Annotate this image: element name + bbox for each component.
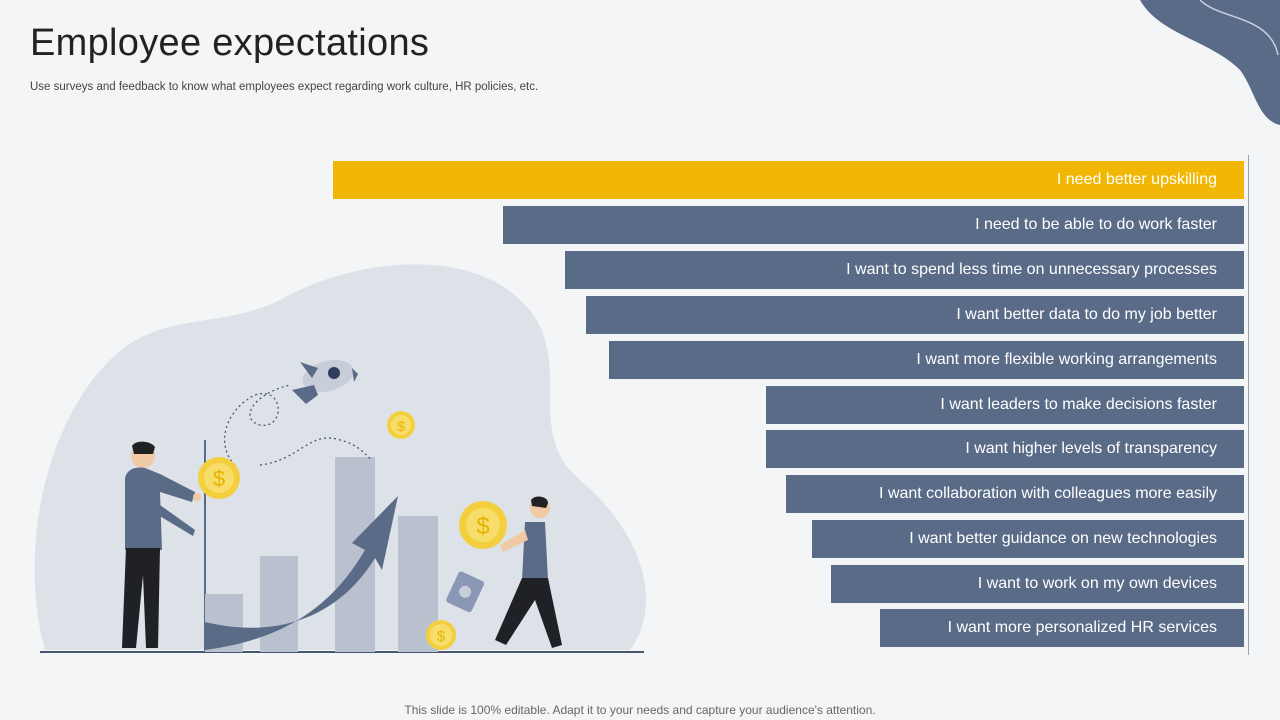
expectation-bar-5: I want more flexible working arrangement… xyxy=(609,341,1244,379)
expectation-label: I want to work on my own devices xyxy=(977,575,1217,592)
expectation-bar-9: I want better guidance on new technologi… xyxy=(812,520,1244,558)
page-subtitle: Use surveys and feedback to know what em… xyxy=(30,81,539,93)
banknote-icon xyxy=(446,571,485,613)
expectation-bar-6: I want leaders to make decisions faster xyxy=(766,386,1244,424)
expectation-bar-3: I want to spend less time on unnecessary… xyxy=(565,251,1244,289)
coin-icon: $ xyxy=(387,411,415,439)
person-left-icon xyxy=(122,441,201,648)
growth-arrow xyxy=(205,496,398,650)
expectation-bar-11: I want more personalized HR services xyxy=(880,609,1244,647)
expectation-label: I want more flexible working arrangement… xyxy=(916,351,1217,368)
footer-note: This slide is 100% editable. Adapt it to… xyxy=(404,703,876,717)
coin-icon: $ xyxy=(459,501,507,549)
expectation-label: I want better guidance on new technologi… xyxy=(909,530,1217,547)
expectation-bar-1: I need better upskilling xyxy=(333,161,1244,199)
expectation-label: I want higher levels of transparency xyxy=(965,440,1217,457)
person-right-icon xyxy=(495,496,562,648)
expectation-bar-7: I want higher levels of transparency xyxy=(766,430,1244,468)
corner-decoration xyxy=(1140,0,1280,125)
rocket-icon xyxy=(292,360,358,404)
expectation-label: I want better data to do my job better xyxy=(956,306,1217,323)
expectation-bar-4: I want better data to do my job better xyxy=(586,296,1244,334)
expectation-label: I want collaboration with colleagues mor… xyxy=(879,485,1217,502)
expectation-label: I need better upskilling xyxy=(1056,171,1217,188)
expectation-label: I need to be able to do work faster xyxy=(975,216,1217,233)
svg-text:$: $ xyxy=(213,466,225,491)
expectation-label: I want to spend less time on unnecessary… xyxy=(846,261,1217,278)
svg-text:$: $ xyxy=(476,513,489,540)
bars-axis-line xyxy=(1248,155,1249,655)
page-title: Employee expectations xyxy=(30,22,430,64)
expectation-bar-2: I need to be able to do work faster xyxy=(503,206,1244,244)
growth-illustration: $ $ $ $ xyxy=(34,264,646,653)
expectation-bar-8: I want collaboration with colleagues mor… xyxy=(786,475,1244,513)
svg-text:$: $ xyxy=(437,628,446,645)
svg-text:$: $ xyxy=(397,418,405,434)
expectation-bar-10: I want to work on my own devices xyxy=(831,565,1244,603)
expectation-label: I want leaders to make decisions faster xyxy=(940,396,1217,413)
coin-icon: $ xyxy=(426,620,456,650)
illustration-bar xyxy=(260,556,298,652)
expectation-label: I want more personalized HR services xyxy=(947,619,1217,636)
coin-icon: $ xyxy=(198,457,240,499)
